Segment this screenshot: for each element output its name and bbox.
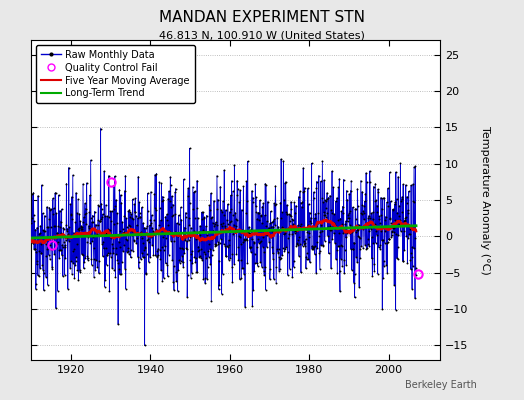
Text: Berkeley Earth: Berkeley Earth	[405, 380, 477, 390]
Text: 46.813 N, 100.910 W (United States): 46.813 N, 100.910 W (United States)	[159, 30, 365, 40]
Text: MANDAN EXPERIMENT STN: MANDAN EXPERIMENT STN	[159, 10, 365, 25]
Y-axis label: Temperature Anomaly (°C): Temperature Anomaly (°C)	[479, 126, 489, 274]
Legend: Raw Monthly Data, Quality Control Fail, Five Year Moving Average, Long-Term Tren: Raw Monthly Data, Quality Control Fail, …	[36, 45, 195, 103]
